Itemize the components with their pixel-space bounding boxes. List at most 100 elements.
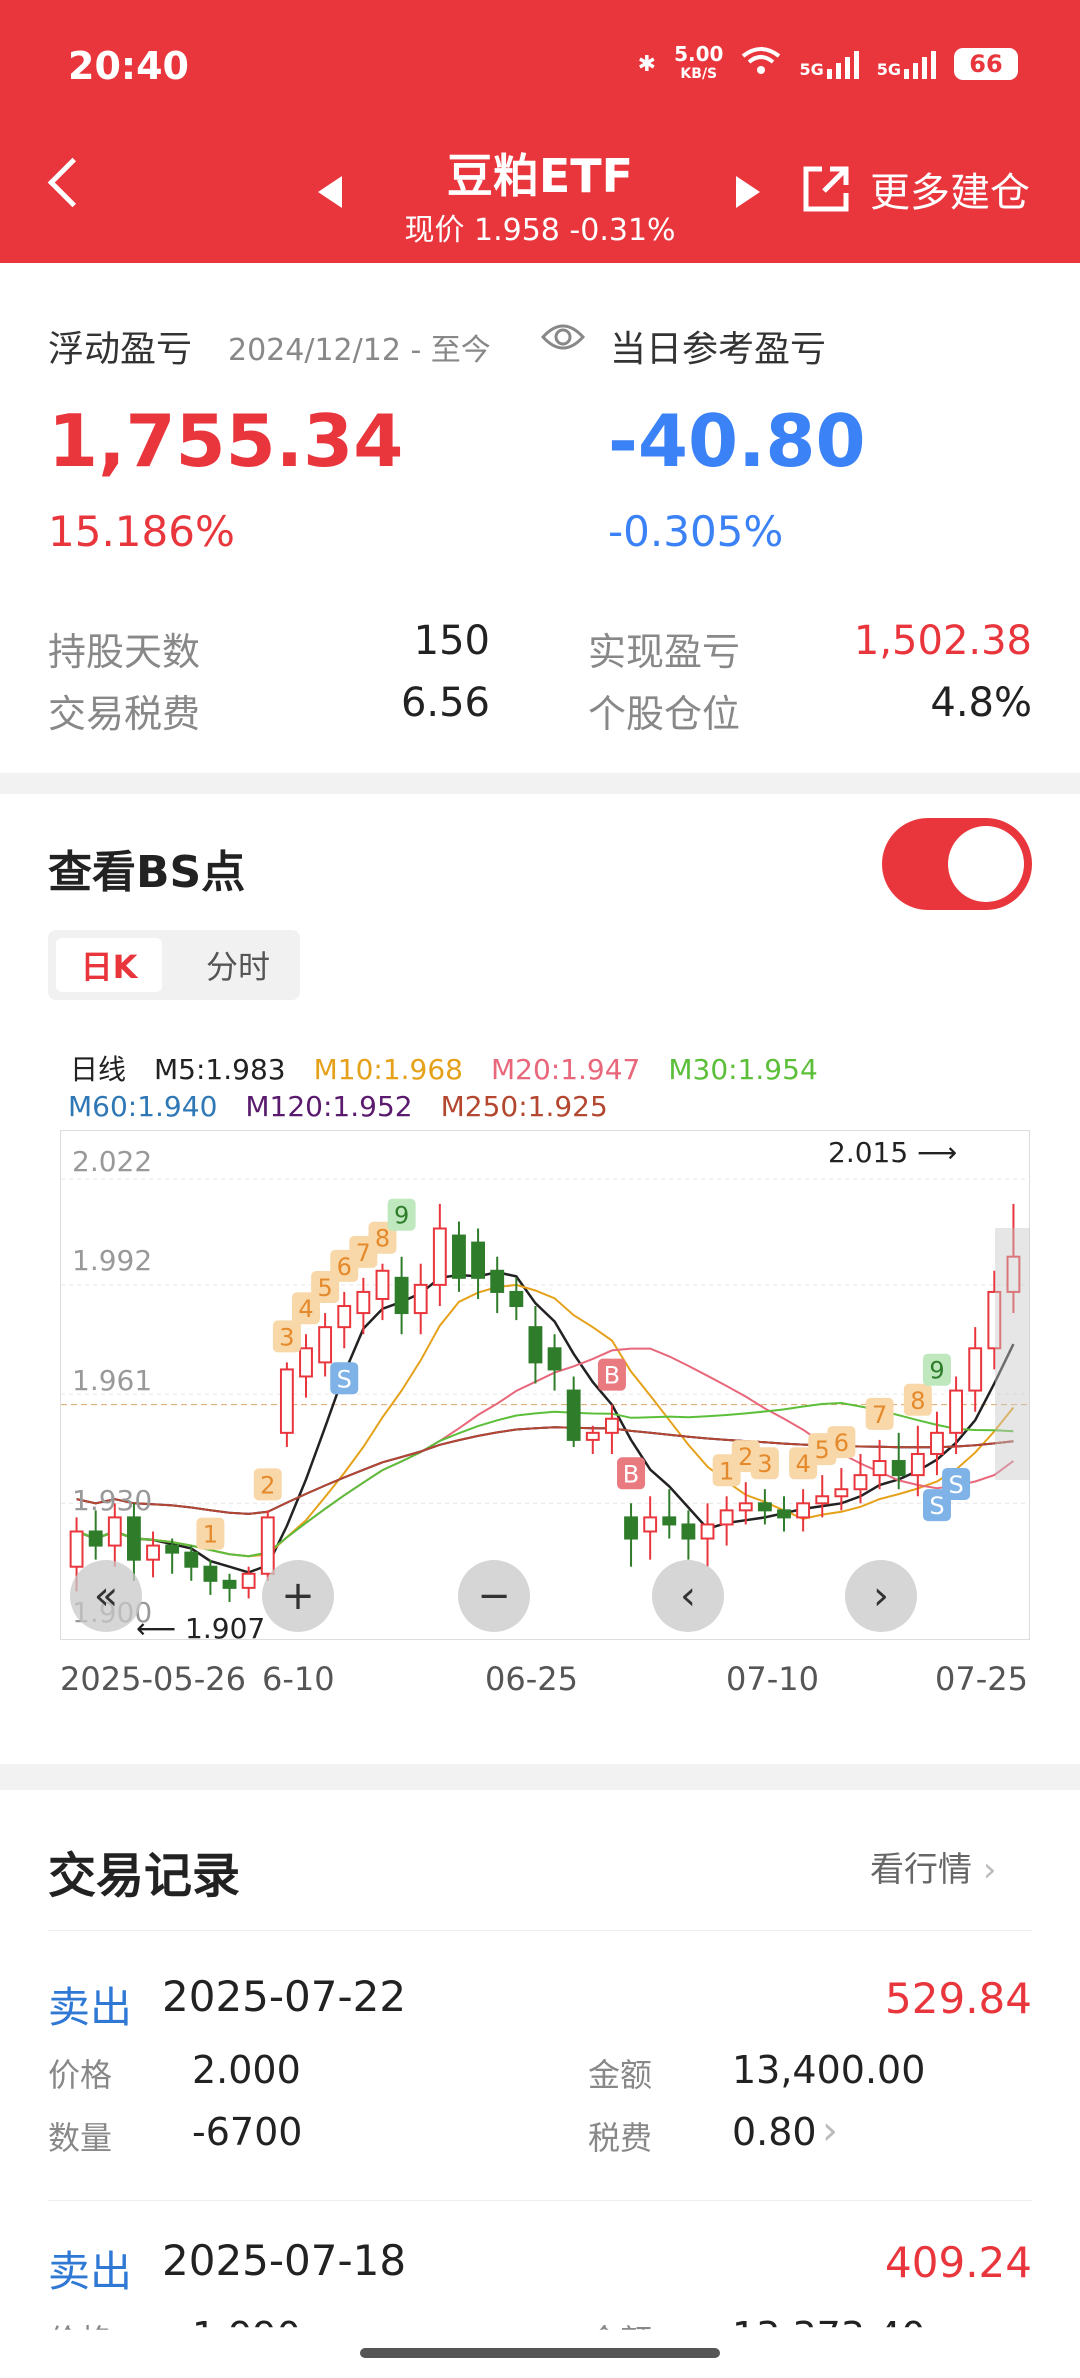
bs-signal-badge	[827, 1426, 856, 1459]
home-indicator[interactable]	[360, 2348, 720, 2358]
candle-body	[165, 1544, 180, 1554]
candle-body	[681, 1523, 696, 1540]
holding-days-label: 持股天数	[48, 630, 201, 674]
bs-signal-label: 3	[757, 1450, 772, 1478]
x-tick-1: 2025-05-26	[60, 1660, 246, 1698]
scroll-left-button[interactable]: ‹	[652, 1560, 724, 1632]
trades-card	[0, 1790, 1080, 2378]
candle-body	[815, 1495, 830, 1505]
candle-body	[471, 1241, 486, 1279]
trade-date: 2025-07-18	[162, 2236, 407, 2285]
candle-body	[968, 1347, 983, 1392]
candle-body	[930, 1431, 944, 1455]
legend-m120: M120:1.952	[245, 1090, 413, 1123]
bs-signal-label: 8	[375, 1225, 390, 1253]
summary-card: 浮动盈亏 2024/12/12 - 至今 当日参考盈亏 1,755.34 -40…	[0, 263, 1080, 773]
candle-body	[126, 1516, 141, 1561]
zoom-out-button[interactable]: −	[458, 1560, 530, 1632]
bs-signal-badge	[272, 1320, 301, 1353]
candle-body	[203, 1565, 218, 1582]
scroll-right-button[interactable]: ›	[845, 1560, 917, 1632]
x-tick-4: 07-10	[726, 1660, 819, 1698]
candle-body	[624, 1516, 638, 1540]
bs-signal-badge	[903, 1383, 932, 1416]
position-ratio-value: 4.8%	[930, 680, 1032, 726]
price-value: 1.990	[192, 2314, 301, 2358]
trades-title: 交易记录	[48, 1848, 241, 1904]
app-header: 20:40 ✱ 5.00 KB/S 5G 5G 66 豆粕ETF 现价 1.95…	[0, 0, 1080, 263]
candle-body	[834, 1488, 849, 1498]
candle-body	[337, 1305, 352, 1329]
candle-body	[662, 1516, 677, 1526]
date-range: 2024/12/12 - 至今	[228, 333, 491, 368]
qty-value: -6700	[192, 2110, 303, 2154]
candle-body	[604, 1417, 619, 1434]
amount-value: 13,400.00	[732, 2048, 926, 2092]
y-tick-4: 1.930	[72, 1484, 153, 1517]
candle-body	[566, 1389, 581, 1441]
bs-signal-badge	[368, 1221, 397, 1254]
next-stock-icon[interactable]	[736, 176, 760, 208]
candle-body	[528, 1326, 543, 1364]
ma-legend-row1: 日线 M5:1.983 M10:1.968 M20:1.947 M30:1.954	[70, 1048, 846, 1088]
chevron-right-icon: ›	[982, 1850, 997, 1890]
high-marker: 2.015 ⟶	[828, 1136, 958, 1169]
chevron-right-icon[interactable]: ›	[822, 2108, 838, 2154]
bs-signal-label: 6	[834, 1429, 849, 1457]
eye-icon[interactable]	[540, 319, 586, 359]
float-pnl-label: 浮动盈亏	[48, 329, 193, 370]
candle-body	[69, 1530, 84, 1568]
bs-signal-badge	[865, 1397, 894, 1430]
trade-date: 2025-07-22	[162, 1972, 407, 2021]
bs-signal-label: 5	[317, 1274, 332, 1302]
bs-signal-label: S	[948, 1471, 963, 1499]
candle-body	[738, 1502, 753, 1512]
candle-body	[222, 1579, 237, 1589]
bs-signal-label: 1	[203, 1521, 218, 1549]
float-pnl-pct: 15.186%	[48, 507, 235, 556]
current-price: 现价 1.958 -0.31%	[404, 213, 676, 248]
candle-body	[1006, 1255, 1021, 1293]
bs-signal-label: 2	[738, 1443, 753, 1471]
candle-body	[796, 1502, 811, 1519]
bs-signal-label: 4	[795, 1450, 810, 1478]
trade-record[interactable]: 卖出 2025-07-18 409.24 价格 1.990 金额 13,373.…	[0, 2220, 1080, 2378]
holding-days-value: 150	[413, 618, 490, 664]
view-market-link[interactable]: 看行情 ›	[870, 1850, 997, 1890]
legend-daily: 日线	[70, 1053, 127, 1086]
prev-stock-icon[interactable]	[318, 176, 342, 208]
scroll-thumb[interactable]	[995, 1228, 1030, 1480]
more-build-button[interactable]: 更多建仓	[800, 160, 1030, 218]
signal-icon-1: 5G	[799, 49, 859, 79]
trade-side: 卖出	[48, 1983, 133, 2032]
candle-body	[375, 1269, 390, 1300]
bs-signal-badge	[253, 1468, 282, 1501]
candle-body	[318, 1326, 333, 1364]
candle-body	[432, 1227, 447, 1286]
battery-icon: 66	[954, 48, 1018, 80]
status-time: 20:40	[68, 44, 189, 88]
candle-body	[184, 1551, 199, 1568]
external-link-icon	[803, 166, 849, 212]
candle-body	[700, 1523, 715, 1540]
candle-body	[719, 1509, 734, 1526]
fee-label: 税费	[588, 2119, 653, 2157]
bs-title: 查看BS点	[48, 847, 246, 898]
tab-daily-k[interactable]: 日K	[56, 938, 162, 992]
bs-toggle[interactable]	[882, 818, 1032, 910]
qty-label: 数量	[48, 2119, 113, 2157]
wifi-icon	[741, 46, 781, 82]
scroll-start-button[interactable]: «	[70, 1560, 142, 1632]
candle-body	[987, 1290, 1002, 1350]
candle-body	[777, 1509, 791, 1519]
candle-body	[872, 1460, 887, 1477]
candle-body	[279, 1368, 294, 1434]
bs-signal-label: 7	[356, 1239, 371, 1267]
candle-body	[757, 1502, 772, 1512]
bs-signal-badge	[330, 1362, 359, 1395]
trade-record[interactable]: 卖出 2025-07-22 529.84 价格 2.000 金额 13,400.…	[0, 1960, 1080, 2190]
zoom-in-button[interactable]: +	[262, 1560, 334, 1632]
bs-signal-label: 1	[719, 1457, 734, 1485]
tab-intraday[interactable]: 分时	[205, 948, 270, 986]
